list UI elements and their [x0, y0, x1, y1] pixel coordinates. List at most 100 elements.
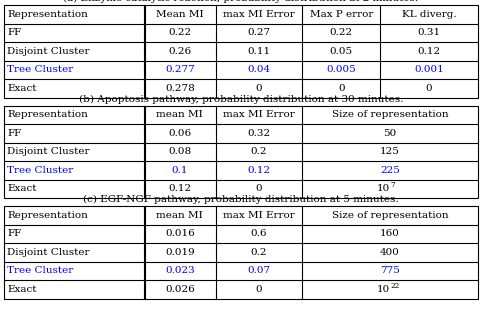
Text: 0.07: 0.07: [247, 266, 270, 275]
Text: 50: 50: [384, 129, 397, 138]
Bar: [4, 206, 144, 225]
Text: 0: 0: [338, 84, 345, 93]
Bar: [380, 5, 478, 24]
Text: 0.023: 0.023: [165, 266, 195, 275]
Text: 160: 160: [380, 229, 400, 238]
Text: Tree Cluster: Tree Cluster: [7, 266, 73, 275]
Bar: [216, 106, 302, 124]
Text: 0.22: 0.22: [168, 28, 191, 37]
Bar: [4, 106, 478, 198]
Bar: [216, 143, 302, 161]
Text: (a) Enzyme catalytic reaction, probability distribution at 2 minutes:: (a) Enzyme catalytic reaction, probabili…: [63, 0, 419, 3]
Bar: [4, 280, 144, 299]
Text: 7: 7: [390, 181, 395, 189]
Bar: [4, 24, 144, 42]
Bar: [144, 280, 216, 299]
Bar: [302, 79, 380, 97]
Text: Tree Cluster: Tree Cluster: [7, 65, 73, 74]
Text: 0.31: 0.31: [417, 28, 441, 37]
Bar: [216, 280, 302, 299]
Text: 10: 10: [377, 285, 390, 294]
Text: Size of representation: Size of representation: [332, 110, 448, 119]
Text: 0.278: 0.278: [165, 84, 195, 93]
Bar: [380, 79, 478, 97]
Bar: [4, 5, 478, 97]
Bar: [4, 42, 144, 60]
Text: 0.277: 0.277: [165, 65, 195, 74]
Text: (b) Apoptosis pathway, probability distribution at 30 minutes:: (b) Apoptosis pathway, probability distr…: [79, 95, 403, 104]
Bar: [302, 5, 380, 24]
Bar: [4, 5, 144, 24]
Bar: [144, 124, 216, 143]
Text: 0.019: 0.019: [165, 248, 195, 257]
Text: Exact: Exact: [7, 184, 37, 193]
Text: 225: 225: [380, 166, 400, 175]
Bar: [144, 143, 216, 161]
Bar: [302, 124, 478, 143]
Bar: [302, 243, 478, 262]
Text: 0.32: 0.32: [247, 129, 270, 138]
Text: KL diverg.: KL diverg.: [402, 10, 456, 19]
Text: 0.06: 0.06: [168, 129, 191, 138]
Bar: [216, 243, 302, 262]
Bar: [144, 5, 216, 24]
Bar: [302, 24, 380, 42]
Bar: [302, 280, 478, 299]
Bar: [302, 106, 478, 124]
Bar: [144, 106, 216, 124]
Bar: [302, 42, 380, 60]
Text: 0.2: 0.2: [251, 248, 267, 257]
Text: FF: FF: [7, 129, 21, 138]
Bar: [4, 60, 144, 79]
Bar: [302, 60, 380, 79]
Bar: [216, 225, 302, 243]
Bar: [302, 143, 478, 161]
Text: 400: 400: [380, 248, 400, 257]
Text: 0: 0: [426, 84, 432, 93]
Bar: [144, 60, 216, 79]
Text: Mean MI: Mean MI: [156, 10, 204, 19]
Text: max MI Error: max MI Error: [223, 10, 295, 19]
Text: 0.11: 0.11: [247, 47, 270, 56]
Text: 0: 0: [255, 184, 262, 193]
Text: Max P error: Max P error: [309, 10, 373, 19]
Text: 0.1: 0.1: [172, 166, 188, 175]
Text: Size of representation: Size of representation: [332, 211, 448, 220]
Bar: [4, 79, 144, 97]
Bar: [4, 143, 144, 161]
Bar: [216, 206, 302, 225]
Text: 0.05: 0.05: [330, 47, 353, 56]
Bar: [380, 24, 478, 42]
Text: 0.12: 0.12: [417, 47, 441, 56]
Bar: [216, 5, 302, 24]
Bar: [216, 124, 302, 143]
Text: FF: FF: [7, 28, 21, 37]
Bar: [216, 24, 302, 42]
Bar: [144, 225, 216, 243]
Bar: [144, 24, 216, 42]
Bar: [216, 180, 302, 198]
Text: max MI Error: max MI Error: [223, 110, 295, 119]
Text: max MI Error: max MI Error: [223, 211, 295, 220]
Bar: [302, 180, 478, 198]
Text: Disjoint Cluster: Disjoint Cluster: [7, 47, 90, 56]
Bar: [144, 180, 216, 198]
Text: 0: 0: [255, 84, 262, 93]
Bar: [216, 42, 302, 60]
Bar: [216, 262, 302, 280]
Bar: [144, 206, 216, 225]
Text: 775: 775: [380, 266, 400, 275]
Text: 10: 10: [377, 184, 390, 193]
Text: 0.12: 0.12: [247, 166, 270, 175]
Text: 0.6: 0.6: [251, 229, 267, 238]
Text: 0.12: 0.12: [168, 184, 191, 193]
Bar: [4, 243, 144, 262]
Text: 0.04: 0.04: [247, 65, 270, 74]
Bar: [4, 206, 478, 299]
Bar: [4, 180, 144, 198]
Bar: [4, 106, 144, 124]
Text: 0.026: 0.026: [165, 285, 195, 294]
Text: Disjoint Cluster: Disjoint Cluster: [7, 147, 90, 156]
Text: 0.001: 0.001: [415, 65, 444, 74]
Bar: [216, 60, 302, 79]
